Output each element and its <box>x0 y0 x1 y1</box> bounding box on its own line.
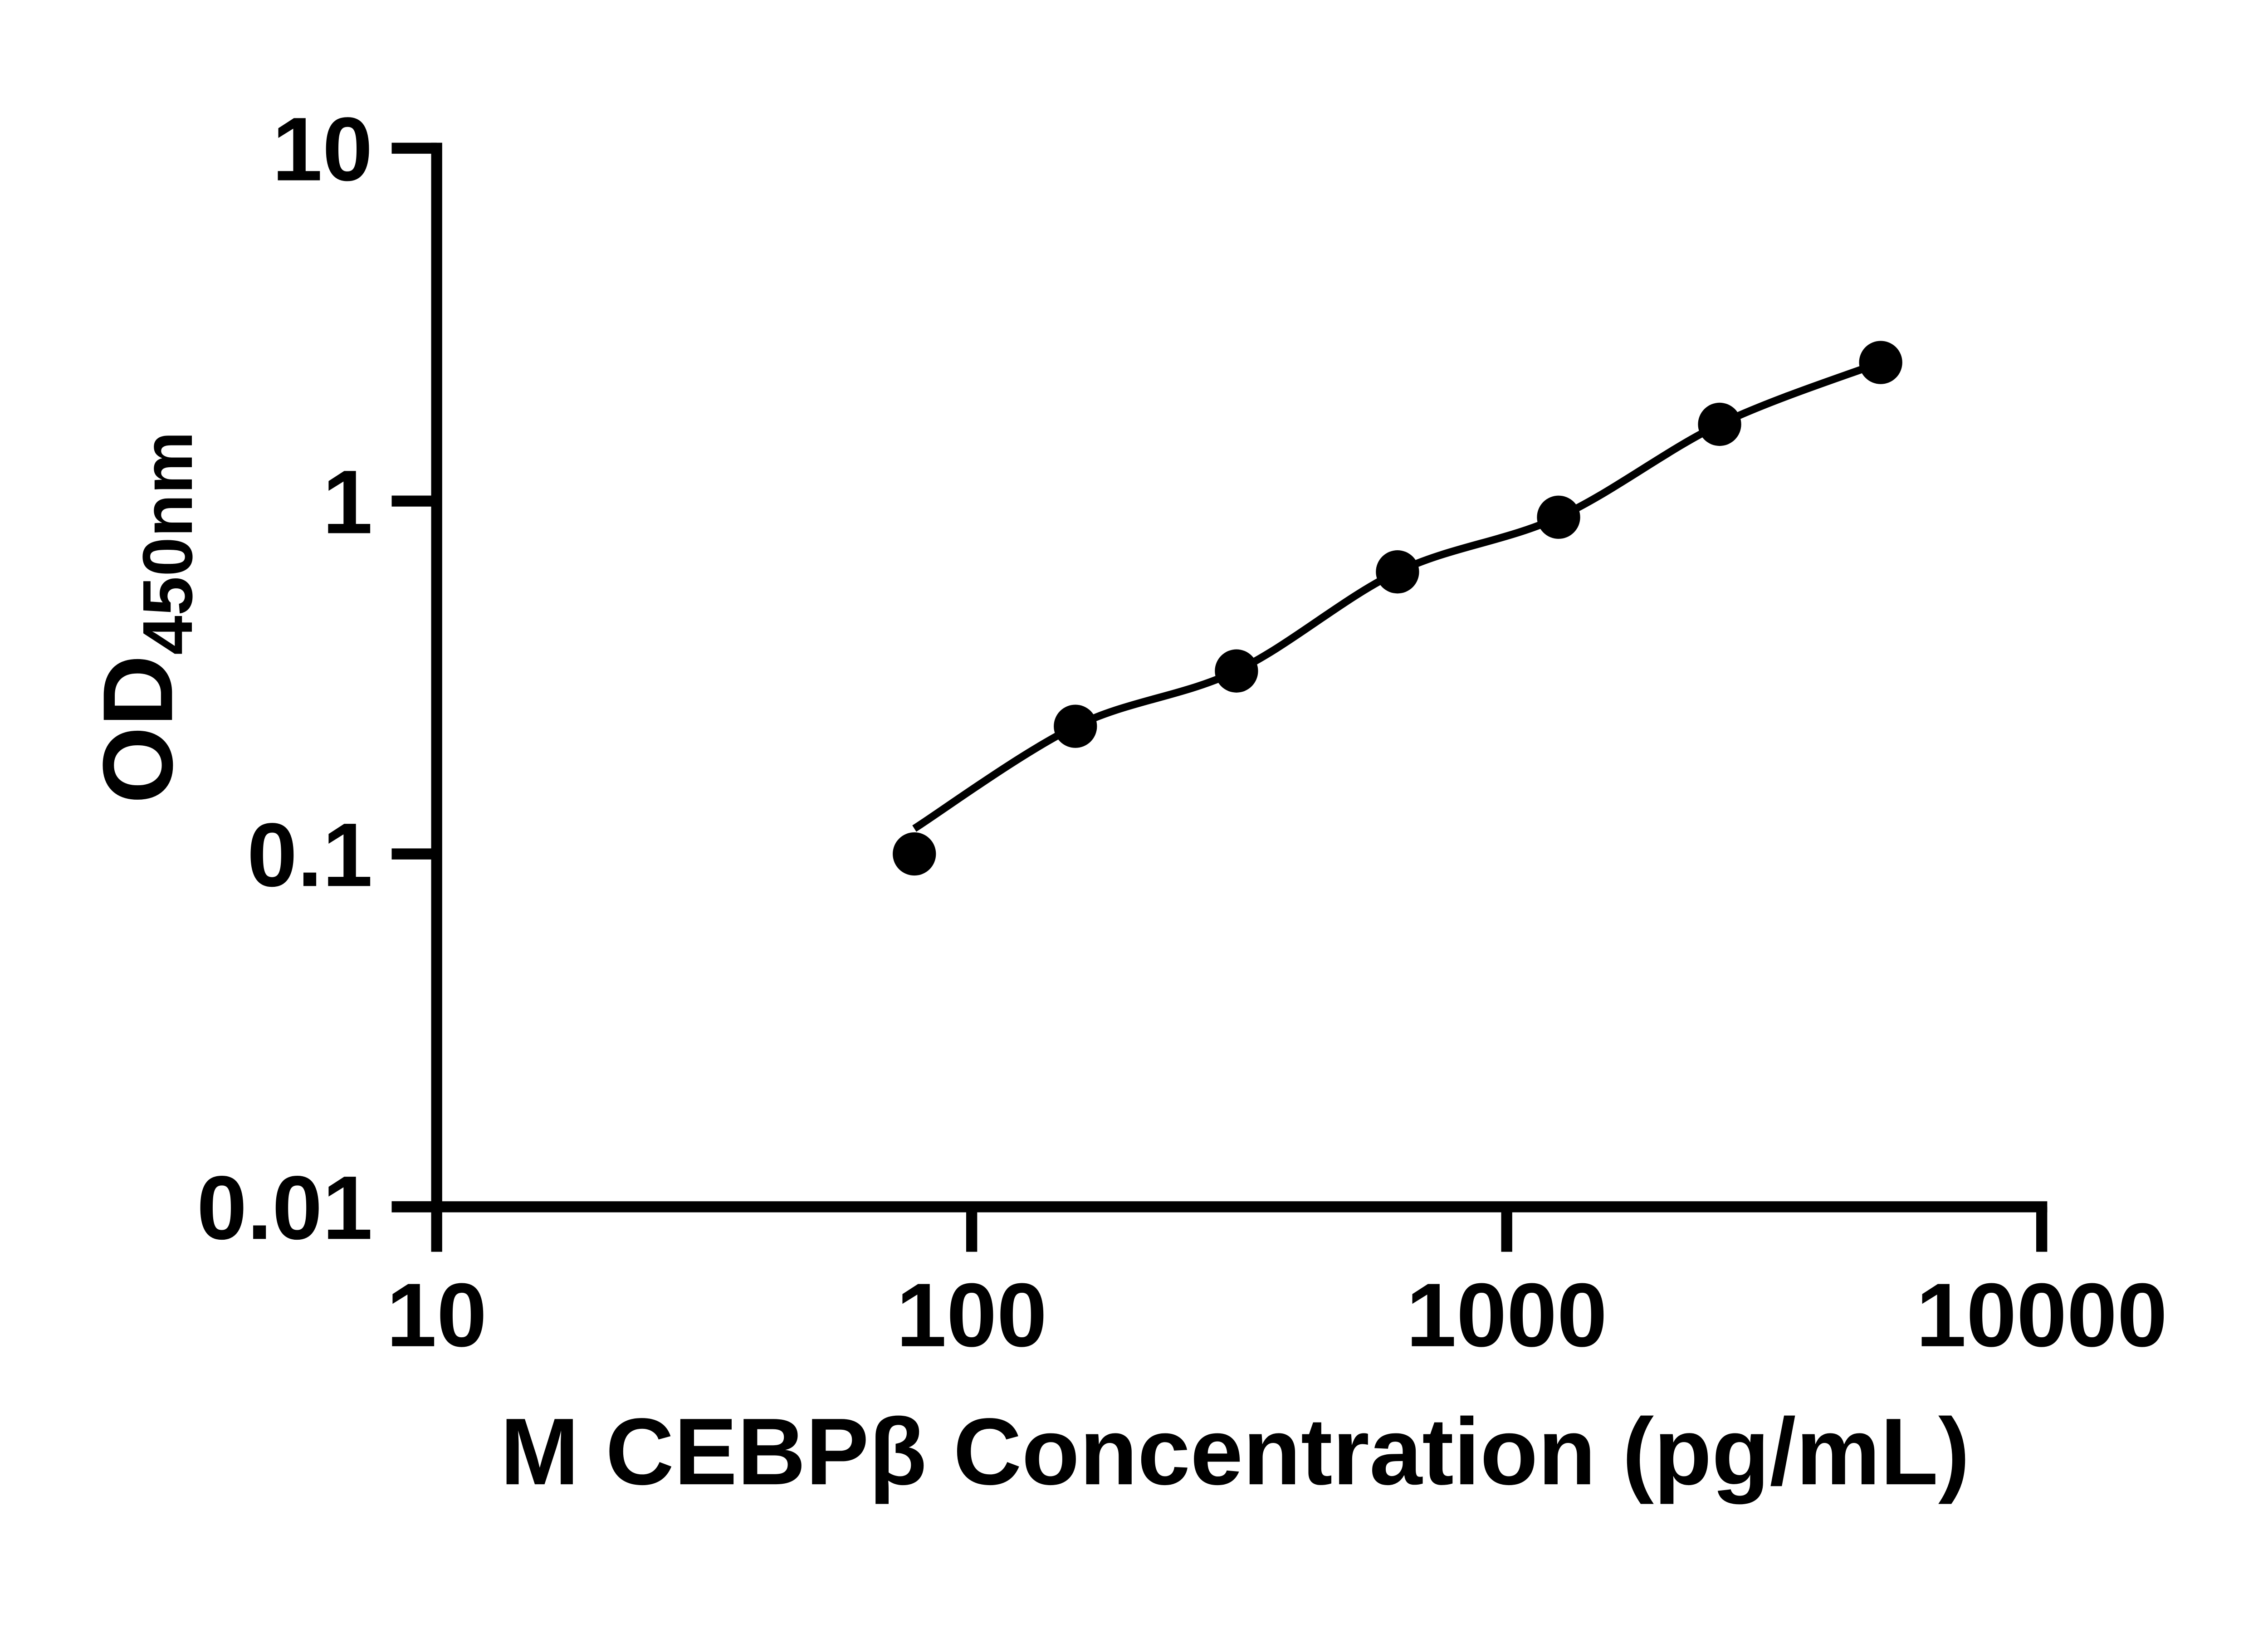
data-point <box>1859 341 1902 384</box>
x-tick-label: 100 <box>896 1265 1047 1366</box>
data-point <box>893 832 936 876</box>
y-tick-label: 10 <box>272 99 373 200</box>
x-axis-title: M CEBPβ Concentration (pg/mL) <box>500 1399 1970 1505</box>
y-axis-title: OD450nm <box>83 431 207 804</box>
y-tick-label: 0.1 <box>247 805 373 905</box>
y-tick-label: 1 <box>323 452 373 552</box>
data-point <box>1698 402 1741 446</box>
data-point <box>1376 550 1419 594</box>
y-tick-label: 0.01 <box>197 1158 373 1258</box>
x-tick-label: 10 <box>386 1265 487 1366</box>
standard-curve-figure: 10 1 0.1 0.01 10 100 1000 10000 M CEBPβ Concentr… <box>83 99 2168 1505</box>
x-tick-label: 1000 <box>1406 1265 1607 1366</box>
x-tick-label: 10000 <box>1916 1265 2167 1366</box>
data-point <box>1215 649 1258 693</box>
data-point <box>1537 495 1580 539</box>
data-point <box>1054 704 1097 748</box>
